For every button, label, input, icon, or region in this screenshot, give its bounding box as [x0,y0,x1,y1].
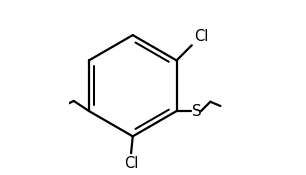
Text: S: S [192,104,202,118]
Text: Cl: Cl [124,156,138,171]
Text: Cl: Cl [194,29,208,44]
